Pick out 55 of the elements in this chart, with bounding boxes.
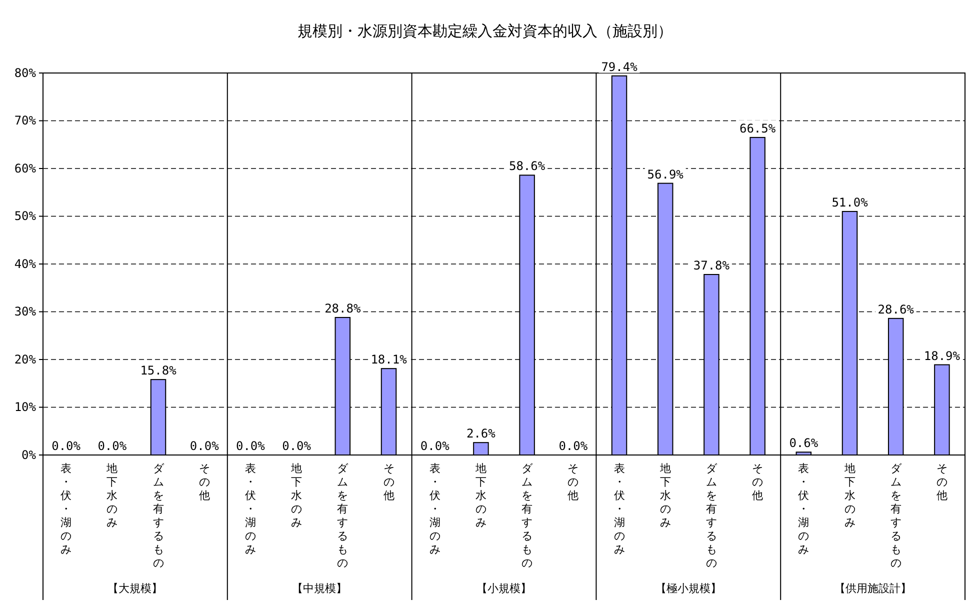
x-tick-label: その他 xyxy=(568,462,579,502)
y-tick-label: 20% xyxy=(14,352,37,366)
text: 【小規模】 xyxy=(476,582,532,595)
data-label: 58.6% xyxy=(508,159,546,174)
text: 【供用施設計】 xyxy=(834,582,912,595)
y-tick-label: 40% xyxy=(14,256,37,271)
data-label: 0.0% xyxy=(98,439,128,453)
data-label: 79.4% xyxy=(601,60,638,74)
x-tick-label: その他 xyxy=(936,462,948,502)
data-label: 0.6% xyxy=(789,436,819,450)
data-label: 66.5% xyxy=(739,121,776,136)
x-tick-label: 地下水のみ xyxy=(843,462,856,529)
data-label: 0.0% xyxy=(420,439,450,453)
y-tick-label: 80% xyxy=(14,66,37,80)
data-label: 0.0% xyxy=(52,439,82,453)
x-tick-label: 地下水のみ xyxy=(658,462,671,529)
x-tick-label: 地下水のみ xyxy=(106,462,118,529)
y-tick-label: 30% xyxy=(14,304,37,319)
data-label: 0.0% xyxy=(558,439,588,453)
data-label: 18.9% xyxy=(924,348,961,363)
data-label: 18.1% xyxy=(370,352,408,367)
text: 【大規模】 xyxy=(108,582,163,595)
data-label: 56.9% xyxy=(647,167,684,182)
y-tick-label: 10% xyxy=(14,400,37,414)
x-tick-label: 地下水のみ xyxy=(474,462,486,529)
data-label: 37.8% xyxy=(693,258,730,273)
x-tick-label: ダムを有するもの xyxy=(706,462,718,570)
y-tick-label: 50% xyxy=(14,209,37,224)
text: 【極小規模】 xyxy=(655,582,722,595)
y-tick-label: 70% xyxy=(14,114,37,128)
data-label: 28.6% xyxy=(878,302,915,316)
x-tick-label: ダムを有するもの xyxy=(152,462,165,570)
x-tick-label: 表・伏・湖のみ xyxy=(60,462,72,556)
x-tick-label: その他 xyxy=(198,462,210,502)
x-tick-label: 表・伏・湖のみ xyxy=(429,462,440,556)
data-label: 15.8% xyxy=(140,364,178,378)
data-label: 28.8% xyxy=(324,301,362,316)
x-tick-label: ダムを有するもの xyxy=(522,462,534,570)
x-tick-label: その他 xyxy=(383,462,394,502)
text: 【中規模】 xyxy=(292,582,348,595)
x-tick-label: 地下水のみ xyxy=(290,462,302,529)
x-tick-label: ダムを有するもの xyxy=(337,462,350,570)
x-tick-label: 表・伏・湖のみ xyxy=(244,462,256,556)
y-tick-label: 60% xyxy=(14,161,37,176)
data-label: 0.0% xyxy=(236,439,266,453)
data-label: 0.0% xyxy=(190,439,220,453)
y-tick-label: 0% xyxy=(22,448,37,462)
x-tick-label: ダムを有するもの xyxy=(890,462,902,570)
x-tick-label: その他 xyxy=(752,462,764,502)
data-label: 0.0% xyxy=(282,439,312,453)
chart-title: 規模別・水源別資本勘定繰入金対資本的収入（施設別） xyxy=(298,22,672,40)
x-tick-label: 表・伏・湖のみ xyxy=(798,462,810,556)
x-tick-label: 表・伏・湖のみ xyxy=(614,462,625,556)
data-label: 2.6% xyxy=(466,426,496,441)
data-label: 51.0% xyxy=(832,195,869,210)
